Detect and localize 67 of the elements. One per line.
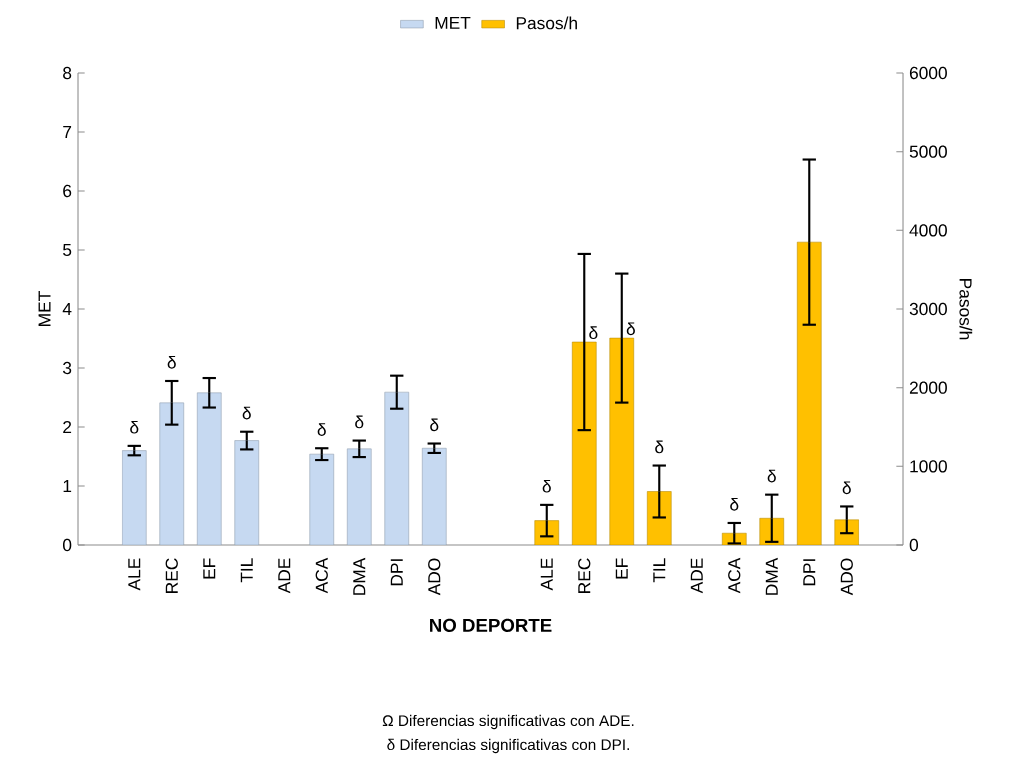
y2-tick-label: 2000 [909, 381, 947, 394]
x-tick-label: ADE [690, 558, 703, 594]
text: Ω Diferencias significativas con ADE. [382, 714, 634, 730]
x-tick-label: ACA [315, 557, 328, 594]
x-tick-label: ACA [728, 557, 741, 594]
y-axis-title: MET [38, 291, 51, 326]
bar [421, 447, 447, 545]
x-tick-label: DMA [353, 557, 366, 595]
data-label: δ [242, 406, 251, 420]
x-tick-label: DPI [803, 559, 816, 586]
data-label: δ [626, 322, 635, 336]
y-tick-label: 1 [63, 480, 72, 492]
y2-axis-title: Pasos/h [959, 279, 973, 340]
y-tick-label: 5 [63, 243, 72, 257]
data-label: δ [589, 326, 598, 340]
bar [346, 448, 372, 545]
x-tick-label: REC [165, 558, 178, 593]
text: δ Diferencias significativas con DPI. [387, 738, 629, 754]
x-axis-title: NO DEPORTE [430, 618, 552, 632]
y-tick-label: 2 [63, 420, 72, 434]
data-label: δ [542, 479, 551, 493]
data-label: δ [655, 440, 664, 454]
bar [796, 241, 822, 545]
y2-tick-label: 3000 [909, 302, 947, 316]
data-label: δ [167, 355, 176, 369]
x-tick-label: DPI [390, 559, 403, 586]
legend-label: MET [435, 16, 471, 29]
bar [609, 337, 635, 545]
bar [384, 391, 410, 545]
x-tick-label: ALE [128, 558, 141, 591]
legend-label: Pasos/h [516, 16, 577, 30]
y2-tick-label: 1000 [910, 460, 947, 473]
bar [234, 440, 260, 545]
x-tick-label: EF [615, 558, 628, 579]
data-label: δ [355, 415, 364, 429]
y2-tick-label: 4000 [909, 224, 947, 237]
x-tick-label: EF [203, 558, 216, 579]
bar [309, 453, 335, 545]
bar [647, 491, 672, 545]
y-tick-label: 3 [62, 361, 72, 375]
bar [722, 532, 747, 545]
x-tick-label: DMA [765, 557, 778, 595]
y-tick-label: 4 [62, 303, 72, 315]
x-tick-label: ADO [428, 558, 441, 596]
bar [571, 341, 597, 545]
y-tick-label: 0 [62, 538, 72, 552]
data-label: δ [130, 420, 139, 434]
x-tick-label: ADE [278, 558, 291, 594]
x-tick-label: REC [578, 558, 591, 593]
x-tick-label: TIL [653, 558, 666, 583]
data-label: δ [317, 423, 326, 436]
data-label: δ [767, 469, 776, 483]
x-tick-label: ALE [540, 558, 553, 591]
y2-tick-label: 6000 [909, 66, 947, 80]
data-label: δ [730, 497, 739, 511]
y-tick-label: 8 [63, 66, 72, 80]
data-label: δ [430, 418, 439, 432]
data-label: δ [842, 481, 851, 495]
x-tick-label: ADO [840, 558, 853, 596]
x-tick-label: TIL [240, 558, 253, 583]
bar [196, 392, 222, 545]
bar [121, 450, 147, 545]
y-tick-label: 7 [63, 126, 72, 138]
y2-tick-label: 5000 [909, 145, 947, 158]
y-tick-label: 6 [63, 184, 72, 198]
bar [159, 402, 185, 545]
y2-tick-label: 0 [909, 538, 919, 552]
